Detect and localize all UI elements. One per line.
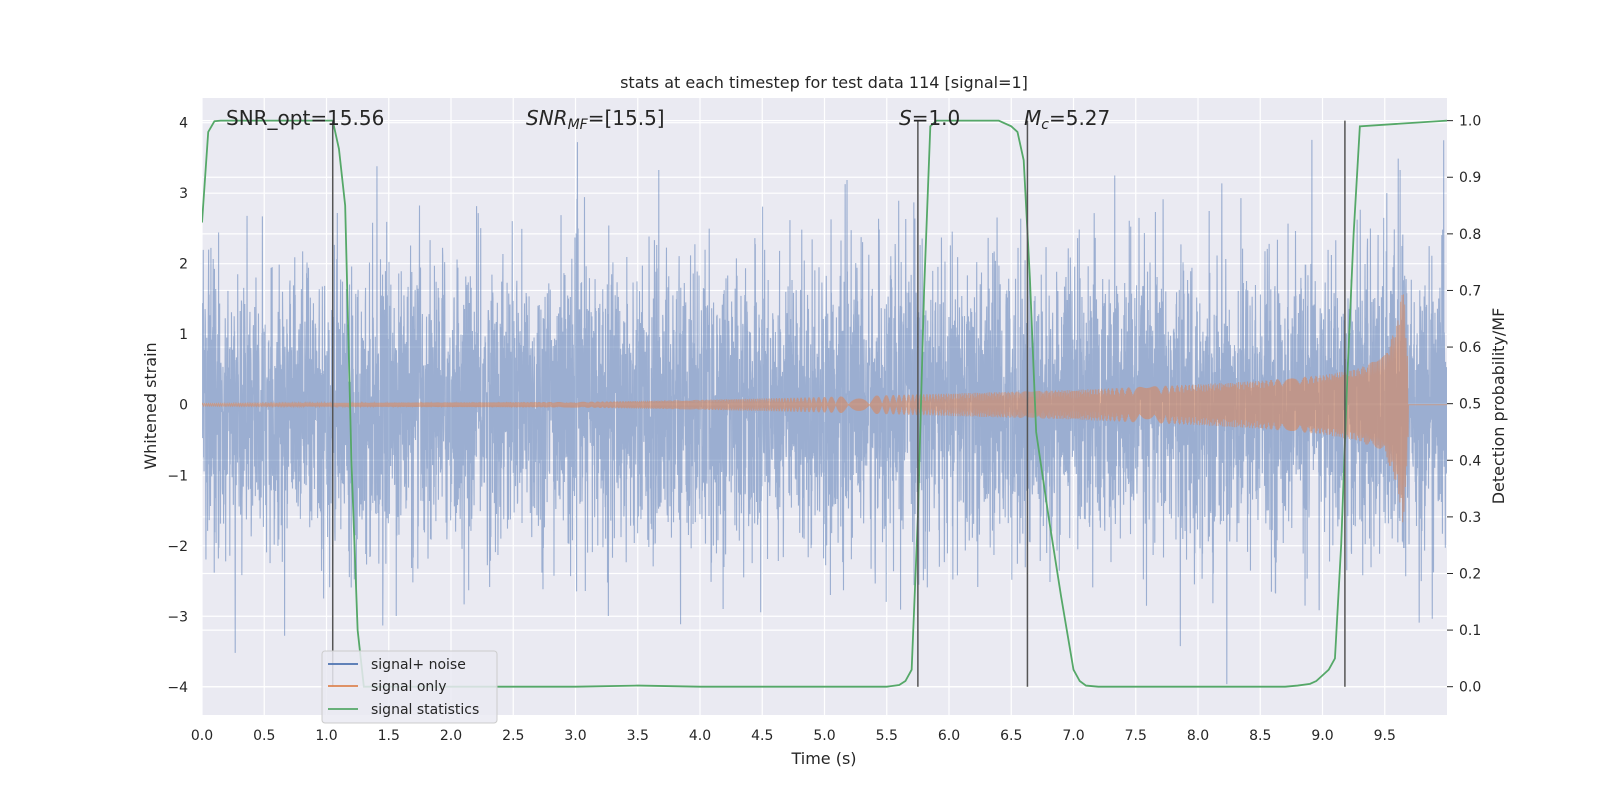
y-tick-label-2: 2 <box>179 257 188 273</box>
x-tick-label-2: 1.0 <box>315 728 337 744</box>
x-tick-label-12: 6.0 <box>938 728 960 744</box>
y-tick-label-7: −3 <box>167 609 188 625</box>
y-right-tick-label-8: 0.2 <box>1459 566 1481 582</box>
y-right-tick-label-9: 0.1 <box>1459 623 1481 639</box>
y-tick-label-0: 4 <box>179 116 188 132</box>
x-tick-label-18: 9.0 <box>1311 728 1333 744</box>
y-tick-label-6: −2 <box>167 539 188 555</box>
series-signal-only <box>202 294 1447 523</box>
chart-title: stats at each timestep for test data 114… <box>620 73 1028 92</box>
y-right-tick-label-6: 0.4 <box>1459 453 1481 469</box>
y-right-tick-label-4: 0.6 <box>1459 340 1481 356</box>
legend-label-signal-only: signal only <box>371 679 446 695</box>
x-tick-label-8: 4.0 <box>689 728 711 744</box>
y-right-tick-label-10: 0.0 <box>1459 680 1481 696</box>
y-axis-right-label: Detection probability/MF <box>1489 308 1508 505</box>
annotation-mc: Mc=5.27 <box>1024 106 1110 133</box>
legend-label-signal-statistics: signal statistics <box>371 702 479 718</box>
y-tick-label-3: 1 <box>179 327 188 343</box>
vertical-markers <box>331 120 1346 687</box>
legend-box <box>321 650 498 724</box>
x-tick-label-19: 9.5 <box>1374 728 1396 744</box>
y-axis-right-ticks: 1.0 0.9 0.8 0.7 0.6 0.5 0.4 0.3 0.2 0.1 0.0 <box>1447 114 1481 696</box>
x-tick-label-6: 3.0 <box>564 728 586 744</box>
y-right-tick-label-2: 0.8 <box>1459 227 1481 243</box>
x-tick-label-15: 7.5 <box>1125 728 1147 744</box>
x-tick-label-0: 0.0 <box>191 728 213 744</box>
x-tick-label-13: 6.5 <box>1000 728 1022 744</box>
x-axis-ticks: 0.0 0.5 1.0 1.5 2.0 2.5 3.0 3.5 4.0 4.5 5.0 5.5 6.0 6… <box>191 728 1396 744</box>
x-tick-label-10: 5.0 <box>813 728 835 744</box>
y-right-tick-label-7: 0.3 <box>1459 510 1481 526</box>
annotation-s: S=1.0 <box>899 106 960 130</box>
y-right-tick-label-0: 1.0 <box>1459 114 1481 130</box>
x-tick-label-17: 8.5 <box>1249 728 1271 744</box>
x-axis-label: Time (s) <box>790 749 856 768</box>
y-axis-label: Whitened strain <box>141 342 160 469</box>
y-tick-label-8: −4 <box>167 680 188 696</box>
x-tick-label-11: 5.5 <box>876 728 898 744</box>
y-right-tick-label-5: 0.5 <box>1459 397 1481 413</box>
x-tick-label-3: 1.5 <box>378 728 400 744</box>
y-tick-label-4: 0 <box>179 398 188 414</box>
x-tick-label-14: 7.0 <box>1062 728 1084 744</box>
x-tick-label-9: 4.5 <box>751 728 773 744</box>
series-signal-noise <box>202 139 1447 685</box>
legend-label-signal-noise: signal+ noise <box>371 657 466 673</box>
y-tick-label-5: −1 <box>167 468 188 484</box>
y-tick-label-1: 3 <box>179 186 188 202</box>
y-right-tick-label-3: 0.7 <box>1459 283 1481 299</box>
legend: signal+ noise signal only signal statist… <box>321 650 498 724</box>
annotation-snr-mf: SNRMF=[15.5] <box>526 106 665 133</box>
x-tick-label-4: 2.0 <box>440 728 462 744</box>
x-tick-label-16: 8.0 <box>1187 728 1209 744</box>
series-signal-statistics <box>202 119 1447 688</box>
y-right-tick-label-1: 0.9 <box>1459 170 1481 186</box>
annotation-snr-opt: SNR_opt=15.56 <box>226 106 384 130</box>
x-tick-label-5: 2.5 <box>502 728 524 744</box>
x-tick-label-7: 3.5 <box>627 728 649 744</box>
y-axis-left-ticks: 4 3 2 1 0 −1 −2 −3 −4 <box>167 116 188 696</box>
x-tick-label-1: 0.5 <box>253 728 275 744</box>
